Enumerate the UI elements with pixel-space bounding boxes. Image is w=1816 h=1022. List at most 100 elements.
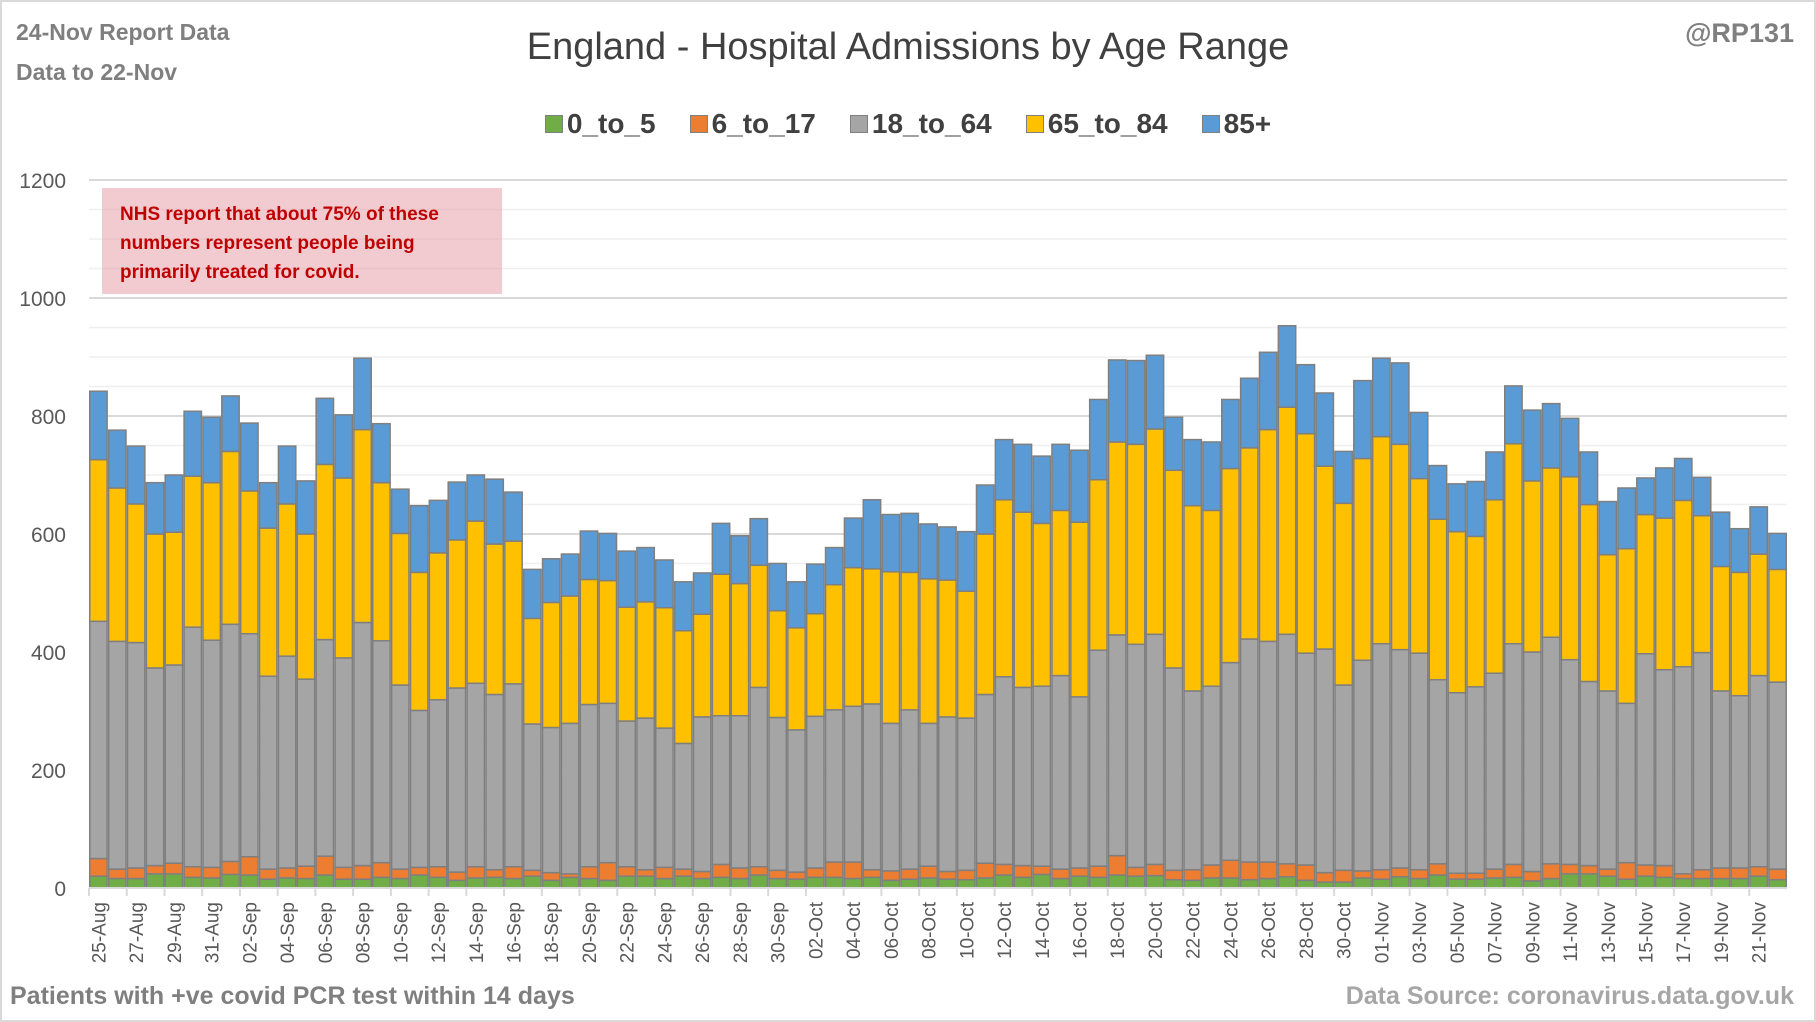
bar-segment-18-to-64: [617, 720, 637, 868]
bar-segment-0-to-5: [843, 877, 863, 889]
bar-segment-6-to-17: [107, 868, 127, 880]
bar-segment-6-to-17: [975, 862, 995, 879]
y-tick-label: 800: [31, 406, 66, 429]
bar-segment-65-to-84: [409, 571, 429, 712]
bar-segment-18-to-64: [579, 703, 599, 868]
bar-segment-65-to-84: [1070, 521, 1089, 698]
bar-segment-6-to-17: [372, 861, 391, 879]
bar-segment-0-to-5: [466, 877, 486, 889]
x-tick-label: 26-Sep: [693, 902, 714, 963]
bar-segment-0-to-5: [919, 877, 939, 889]
bar-segment-65-to-84: [560, 595, 580, 725]
bar-segment-6-to-17: [221, 860, 240, 876]
x-tick-label: 03-Nov: [1410, 902, 1431, 964]
x-tick-label: 21-Nov: [1750, 902, 1771, 964]
bar-segment-6-to-17: [1522, 870, 1542, 882]
bar-segment-18-to-64: [1447, 691, 1467, 875]
bar-segment-18-to-64: [938, 716, 957, 873]
bar-segment-0-to-5: [89, 875, 108, 889]
bar-segment-85-plus: [1447, 483, 1467, 533]
y-tick-label: 1000: [19, 288, 66, 311]
bar-segment-65-to-84: [1371, 435, 1391, 645]
bar-segment-85-plus: [787, 581, 806, 629]
bar-segment-65-to-84: [1315, 465, 1335, 650]
bar-segment-6-to-17: [315, 855, 335, 876]
bar-segment-0-to-5: [428, 876, 448, 889]
bar-segment-65-to-84: [579, 578, 599, 706]
bar-segment-6-to-17: [522, 869, 542, 877]
bar-segment-6-to-17: [1730, 867, 1750, 880]
report-info: 24-Nov Report Data Data to 22-Nov: [16, 12, 229, 92]
data-source: Data Source: coronavirus.data.gov.uk: [1345, 982, 1794, 1010]
bar-segment-65-to-84: [1598, 553, 1618, 692]
author-handle: @RP131: [1685, 18, 1794, 48]
bar-segment-18-to-64: [1636, 653, 1655, 866]
note-line: NHS report that about 75% of these: [120, 204, 439, 225]
bar-segment-85-plus: [1390, 362, 1410, 446]
x-tick-label: 20-Oct: [1146, 901, 1167, 959]
bar-segment-85-plus: [730, 535, 750, 585]
x-tick-label: 02-Sep: [240, 902, 261, 963]
bar-segment-18-to-64: [466, 682, 486, 868]
bar-segment-85-plus: [1371, 357, 1391, 438]
legend-label: 65_to_84: [1047, 108, 1168, 139]
bar-segment-0-to-5: [598, 879, 618, 889]
bar-segment-85-plus: [353, 357, 372, 431]
bar-segment-65-to-84: [900, 571, 920, 711]
bar-segment-65-to-84: [1522, 480, 1542, 653]
bar-segment-0-to-5: [673, 875, 693, 889]
bar-segment-6-to-17: [1711, 867, 1731, 880]
bar-segment-6-to-17: [1145, 863, 1165, 877]
bar-segment-0-to-5: [258, 878, 278, 889]
bar-segment-18-to-64: [447, 687, 467, 873]
legend-swatch-6-to-17: [689, 115, 708, 133]
bar-segment-85-plus: [711, 522, 731, 575]
bar-segment-0-to-5: [1768, 878, 1787, 889]
bar-segment-65-to-84: [1088, 478, 1108, 651]
bar-segment-18-to-64: [1617, 702, 1637, 864]
bar-segment-0-to-5: [862, 876, 882, 889]
bar-segment-18-to-64: [956, 717, 976, 872]
bar-segment-6-to-17: [1296, 864, 1316, 882]
bar-segment-65-to-84: [1013, 511, 1033, 689]
bar-segment-0-to-5: [1202, 877, 1221, 889]
x-tick-label: 19-Nov: [1712, 902, 1733, 964]
bar-segment-6-to-17: [1447, 872, 1467, 880]
bar-segment-0-to-5: [504, 877, 523, 889]
bar-segment-6-to-17: [353, 864, 372, 880]
bar-segment-6-to-17: [1409, 868, 1429, 880]
x-tick-label: 08-Sep: [354, 902, 375, 963]
bar-segment-6-to-17: [145, 864, 165, 875]
bar-segment-0-to-5: [900, 878, 920, 889]
bar-segment-85-plus: [692, 572, 712, 615]
bar-segment-18-to-64: [843, 705, 863, 863]
bar-segment-65-to-84: [258, 527, 278, 677]
bar-segment-85-plus: [673, 581, 693, 632]
bar-segment-18-to-64: [372, 640, 391, 864]
legend-label: 85+: [1223, 108, 1272, 139]
bar-segment-6-to-17: [768, 869, 788, 880]
bar-segment-65-to-84: [692, 613, 712, 718]
x-tick-label: 22-Oct: [1184, 901, 1205, 959]
bar-segment-0-to-5: [1428, 874, 1448, 889]
bar-segment-85-plus: [1522, 409, 1542, 482]
bar-segment-85-plus: [938, 526, 957, 581]
bar-segment-6-to-17: [655, 866, 674, 880]
bar-segment-65-to-84: [824, 583, 844, 711]
bar-segment-65-to-84: [1051, 509, 1071, 677]
bar-segment-85-plus: [862, 499, 882, 570]
x-tick-label: 14-Sep: [467, 902, 488, 963]
bar-segment-18-to-64: [1560, 658, 1580, 866]
bar-segment-18-to-64: [221, 623, 240, 863]
bar-segment-6-to-17: [1749, 866, 1769, 877]
bar-segment-0-to-5: [447, 879, 467, 889]
x-tick-label: 08-Oct: [920, 901, 941, 959]
bar-segment-65-to-84: [1541, 467, 1561, 639]
bar-segment-65-to-84: [975, 533, 995, 696]
bar-segment-0-to-5: [805, 876, 825, 889]
footer-note: Patients with +ve covid PCR test within …: [10, 982, 575, 1010]
bar-segment-0-to-5: [296, 877, 316, 889]
x-tick-label: 26-Oct: [1259, 901, 1280, 959]
bar-segment-85-plus: [1692, 476, 1712, 517]
bar-segment-65-to-84: [994, 499, 1014, 678]
